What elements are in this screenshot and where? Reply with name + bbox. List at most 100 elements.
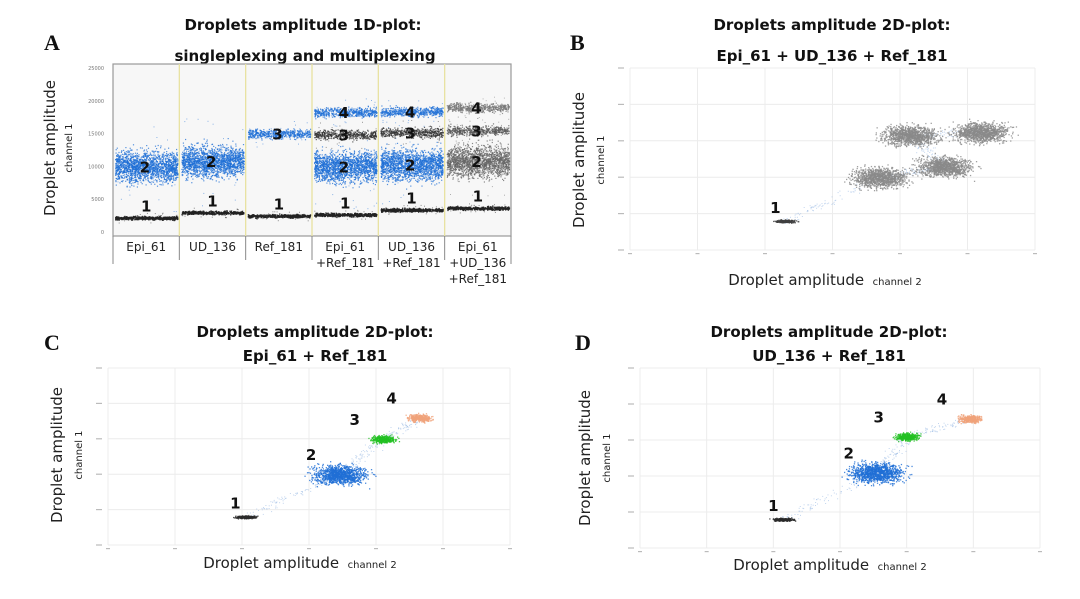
droplet-point — [136, 164, 138, 166]
droplet-point — [215, 153, 217, 155]
droplet-point — [177, 159, 179, 161]
droplet-point — [147, 166, 149, 168]
droplet-point — [119, 155, 121, 157]
droplet-point — [145, 162, 147, 165]
droplet-point — [141, 162, 143, 165]
droplet-point — [211, 147, 213, 150]
droplet-point — [149, 162, 151, 164]
droplet-point — [163, 155, 165, 157]
droplet-point — [187, 157, 189, 159]
droplet-point — [243, 160, 245, 163]
droplet-point — [181, 168, 183, 170]
droplet-point — [143, 170, 145, 172]
droplet-point — [236, 154, 238, 156]
droplet-cluster-1 — [247, 211, 312, 222]
droplet-point — [217, 144, 219, 147]
droplet-point — [115, 181, 117, 183]
droplet-point — [129, 194, 131, 196]
droplet-point — [159, 217, 162, 220]
droplet-point — [126, 159, 128, 162]
droplet-point — [242, 159, 244, 161]
droplet-point — [208, 212, 210, 215]
droplet-point — [116, 167, 118, 169]
droplet-point — [143, 169, 145, 171]
droplet-point — [209, 178, 211, 180]
droplet-point — [242, 157, 244, 159]
droplet-point — [191, 162, 193, 165]
droplet-point — [203, 145, 205, 147]
droplet-point — [161, 215, 162, 217]
droplet-point — [279, 215, 281, 218]
droplet-point — [124, 177, 126, 179]
droplet-point — [229, 156, 231, 158]
droplet-point — [232, 149, 234, 152]
droplet-point — [208, 165, 210, 167]
droplet-point — [165, 170, 167, 172]
droplet-point — [225, 154, 227, 156]
droplet-point — [222, 158, 224, 160]
droplet-point — [170, 177, 172, 179]
droplet-point — [277, 215, 279, 217]
droplet-point — [138, 168, 141, 171]
droplet-point — [202, 163, 204, 165]
droplet-point — [149, 167, 151, 169]
droplet-point — [183, 161, 185, 163]
droplet-point — [211, 152, 213, 154]
droplet-point — [220, 213, 222, 215]
droplet-point — [144, 176, 146, 178]
droplet-point — [145, 160, 147, 162]
droplet-point — [116, 158, 118, 160]
droplet-point — [153, 154, 155, 156]
droplet-point — [116, 165, 118, 167]
droplet-point — [261, 215, 263, 217]
droplet-point — [128, 166, 130, 169]
droplet-point — [233, 160, 235, 162]
droplet-point — [126, 175, 128, 177]
droplet-point — [168, 162, 170, 164]
droplet-point — [231, 159, 233, 161]
droplet-point — [154, 150, 156, 153]
droplet-point — [228, 172, 230, 174]
droplet-point — [242, 164, 244, 166]
droplet-point — [158, 151, 160, 153]
droplet-point — [184, 162, 186, 164]
droplet-point — [176, 152, 178, 154]
droplet-point — [165, 164, 167, 166]
droplet-point — [212, 202, 214, 204]
droplet-point — [281, 213, 283, 216]
droplet-point — [227, 163, 229, 165]
droplet-point — [226, 165, 228, 167]
droplet-point — [193, 151, 195, 153]
droplet-point — [194, 162, 196, 164]
droplet-point — [160, 147, 162, 149]
droplet-point — [124, 171, 126, 174]
droplet-point — [211, 143, 214, 145]
droplet-point — [217, 168, 219, 170]
droplet-point — [167, 177, 170, 179]
droplet-point — [290, 217, 292, 219]
droplet-point — [169, 159, 171, 161]
droplet-point — [211, 150, 213, 152]
droplet-point — [173, 163, 175, 165]
droplet-point — [152, 178, 154, 180]
droplet-point — [130, 178, 133, 180]
droplet-point — [206, 159, 208, 161]
droplet-point — [136, 158, 138, 160]
droplet-point — [115, 171, 117, 173]
droplet-point — [163, 170, 165, 172]
droplet-point — [195, 212, 197, 214]
droplet-point — [200, 148, 203, 150]
droplet-point — [214, 157, 216, 159]
droplet-point — [157, 176, 159, 178]
droplet-point — [202, 168, 204, 170]
droplet-point — [158, 164, 160, 166]
droplet-point — [205, 165, 208, 167]
droplet-point — [153, 162, 155, 164]
droplet-point — [186, 174, 188, 176]
droplet-point — [227, 165, 229, 167]
droplet-point — [202, 168, 205, 170]
droplet-point — [184, 167, 186, 169]
droplet-point — [184, 168, 186, 170]
droplet-point — [154, 217, 156, 219]
droplet-point — [122, 163, 124, 165]
